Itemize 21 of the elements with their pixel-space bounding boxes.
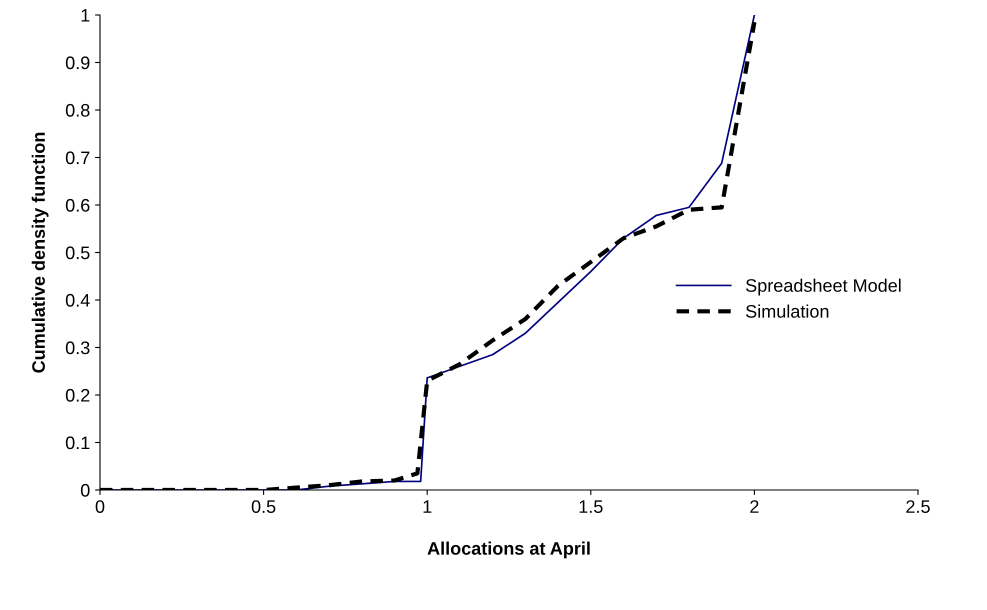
y-tick-label: 0.5 [66,246,90,260]
y-tick-label: 0.3 [66,341,90,354]
y-tick-label: 0.4 [66,294,90,307]
x-tick-label: 1 [424,500,432,513]
legend-label: Simulation [746,304,828,318]
y-tick-label: 1 [82,9,90,22]
x-tick-label: 0 [96,500,104,513]
y-tick-label: 0 [80,484,90,497]
y-tick-label: 0.2 [66,388,90,402]
legend-label: Spreadsheet Model [746,278,901,296]
y-tick-label: 0.6 [66,198,90,212]
x-tick-label: 0.5 [252,500,276,513]
x-tick-label: 1.5 [580,500,603,513]
x-tick-label: 2 [750,500,759,513]
y-tick-label: 0.8 [66,104,90,117]
y-axis-title: Cumulative density function [32,132,49,373]
y-tick-label: 0.9 [66,56,90,70]
x-tick-label: 2.5 [906,500,930,513]
y-tick-label: 0.1 [66,436,90,450]
y-tick-label: 0.7 [66,151,90,164]
x-axis-title: Allocations at April [428,542,590,558]
